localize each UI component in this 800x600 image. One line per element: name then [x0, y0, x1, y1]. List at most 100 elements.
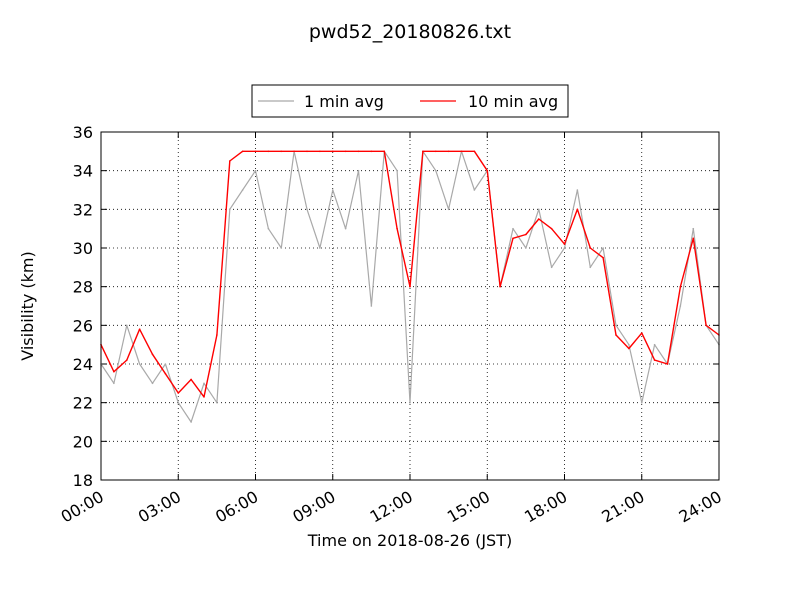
x-tick-label: 18:00	[521, 487, 570, 527]
data-point-10-min-avg	[537, 218, 540, 220]
data-point-1-min-avg	[216, 401, 218, 404]
data-point-10-min-avg	[293, 150, 295, 153]
data-point-10-min-avg	[383, 150, 386, 153]
data-point-1-min-avg	[241, 189, 244, 191]
data-point-10-min-avg	[589, 247, 592, 249]
y-axis-label: Visibility (km)	[18, 251, 37, 360]
data-point-1-min-avg	[550, 266, 553, 269]
data-point-10-min-avg	[306, 150, 308, 153]
data-point-1-min-avg	[228, 208, 231, 211]
data-point-10-min-avg	[576, 208, 579, 211]
data-point-10-min-avg	[113, 370, 115, 373]
y-tick-label: 30	[73, 239, 93, 258]
data-point-10-min-avg	[679, 285, 682, 288]
y-tick-label: 18	[73, 471, 93, 490]
data-point-10-min-avg	[254, 150, 257, 153]
data-point-10-min-avg	[151, 353, 154, 356]
data-point-10-min-avg	[125, 359, 128, 361]
y-tick-label: 24	[73, 355, 93, 374]
data-point-10-min-avg	[499, 285, 501, 288]
data-point-1-min-avg	[640, 401, 643, 404]
data-point-1-min-avg	[203, 382, 205, 385]
data-point-1-min-avg	[409, 401, 411, 404]
data-point-1-min-avg	[331, 189, 334, 191]
data-point-10-min-avg	[138, 328, 141, 331]
data-point-10-min-avg	[396, 227, 398, 230]
data-point-10-min-avg	[653, 359, 656, 361]
data-point-1-min-avg	[113, 382, 115, 385]
data-point-1-min-avg	[525, 247, 527, 249]
data-point-1-min-avg	[692, 227, 695, 230]
data-point-10-min-avg	[473, 150, 476, 153]
data-point-10-min-avg	[512, 237, 514, 240]
data-point-1-min-avg	[473, 189, 476, 191]
data-point-10-min-avg	[370, 150, 373, 153]
data-point-1-min-avg	[653, 343, 656, 346]
data-point-10-min-avg	[460, 150, 463, 153]
data-point-1-min-avg	[370, 305, 373, 307]
data-point-1-min-avg	[306, 208, 308, 211]
data-point-1-min-avg	[447, 208, 450, 211]
data-point-10-min-avg	[216, 334, 218, 336]
x-tick-label: 06:00	[212, 487, 261, 527]
data-point-10-min-avg	[525, 233, 527, 236]
data-point-1-min-avg	[319, 247, 321, 249]
data-point-10-min-avg	[203, 396, 205, 398]
y-tick-label: 32	[73, 200, 93, 219]
data-point-10-min-avg	[563, 243, 566, 245]
x-axis-label: Time on 2018-08-26 (JST)	[307, 531, 512, 550]
data-point-10-min-avg	[228, 160, 231, 162]
data-point-1-min-avg	[512, 227, 514, 230]
data-point-10-min-avg	[164, 372, 167, 375]
x-tick-label: 15:00	[444, 487, 493, 527]
data-point-1-min-avg	[280, 247, 283, 249]
legend-box	[251, 84, 569, 118]
data-point-10-min-avg	[602, 256, 604, 259]
data-point-10-min-avg	[422, 150, 424, 153]
data-point-1-min-avg	[602, 247, 604, 249]
data-point-10-min-avg	[640, 332, 643, 334]
data-point-10-min-avg	[331, 150, 334, 153]
data-point-10-min-avg	[190, 378, 192, 381]
legend: 1 min avg 10 min avg	[251, 84, 569, 118]
data-point-1-min-avg	[615, 324, 617, 327]
data-point-1-min-avg	[164, 363, 167, 365]
legend-label-1-min-avg: 1 min avg	[304, 92, 384, 111]
data-point-10-min-avg	[241, 150, 244, 153]
y-tick-label: 20	[73, 432, 93, 451]
data-point-1-min-avg	[563, 247, 566, 249]
data-point-1-min-avg	[125, 324, 128, 327]
plot-frame	[100, 131, 720, 481]
data-point-10-min-avg	[280, 150, 283, 153]
data-point-10-min-avg	[628, 347, 630, 350]
data-point-10-min-avg	[344, 150, 347, 153]
legend-label-10-min-avg: 10 min avg	[468, 92, 558, 111]
y-tick-label: 34	[73, 162, 93, 181]
data-point-10-min-avg	[267, 150, 270, 153]
y-tick-label: 36	[73, 123, 93, 142]
plot-area: 00:00 03:00 06:00 09:00 12:00 15:00 18:00 21:00…	[58, 123, 725, 527]
data-point-1-min-avg	[576, 189, 579, 191]
data-point-1-min-avg	[267, 227, 270, 230]
x-tick-label: 00:00	[58, 487, 107, 527]
data-point-10-min-avg	[486, 169, 489, 172]
data-point-10-min-avg	[447, 150, 450, 153]
data-point-1-min-avg	[177, 401, 180, 404]
x-tick-label: 12:00	[367, 487, 416, 527]
y-tick-label: 28	[73, 278, 93, 297]
data-point-1-min-avg	[254, 169, 257, 172]
data-point-1-min-avg	[344, 227, 347, 230]
data-point-10-min-avg	[177, 392, 180, 394]
data-point-1-min-avg	[357, 169, 360, 172]
data-point-10-min-avg	[550, 227, 553, 230]
data-point-1-min-avg	[190, 421, 192, 423]
data-point-1-min-avg	[151, 382, 154, 385]
data-point-10-min-avg	[434, 150, 437, 153]
data-point-1-min-avg	[396, 169, 398, 172]
data-point-10-min-avg	[692, 237, 695, 240]
y-tick-label: 26	[73, 316, 93, 335]
data-point-1-min-avg	[434, 169, 437, 172]
x-tick-label: 09:00	[289, 487, 338, 527]
data-point-10-min-avg	[409, 285, 411, 288]
